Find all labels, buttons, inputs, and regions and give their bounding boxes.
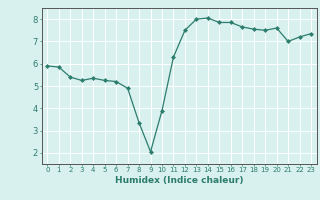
X-axis label: Humidex (Indice chaleur): Humidex (Indice chaleur) <box>115 176 244 185</box>
